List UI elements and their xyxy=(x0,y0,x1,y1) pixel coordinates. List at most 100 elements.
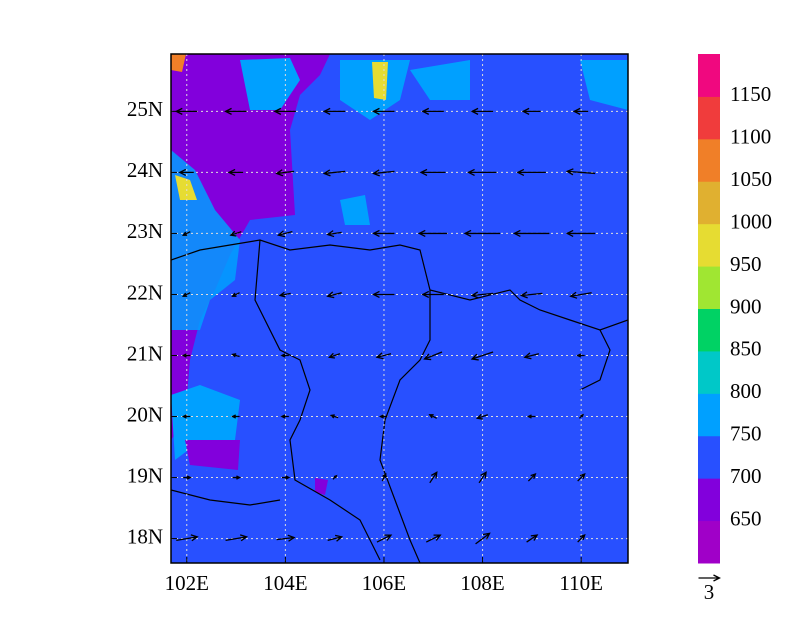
wind-arrow xyxy=(467,168,497,176)
colorbar-segment xyxy=(698,96,720,140)
wind-arrow xyxy=(572,107,589,115)
wind-arrow xyxy=(183,475,192,480)
wind-arrow xyxy=(523,352,540,360)
wind-arrow xyxy=(229,230,242,237)
wind-arrow xyxy=(519,291,543,299)
wind-arrow xyxy=(231,414,240,419)
field-patch xyxy=(410,60,470,100)
wind-arrow xyxy=(376,534,393,543)
wind-arrow xyxy=(178,168,194,176)
colorbar-label: 1150 xyxy=(730,82,771,106)
colorbar-label: 950 xyxy=(730,252,762,276)
reference-arrow xyxy=(698,574,721,582)
wind-arrow xyxy=(577,534,586,543)
colorbar-segment xyxy=(698,266,720,309)
borders xyxy=(171,239,628,563)
colorbar-segment xyxy=(698,435,720,479)
colorbar-label: 1000 xyxy=(730,209,772,233)
wind-arrow xyxy=(577,473,586,482)
colorbar-segment xyxy=(698,308,720,352)
wind-arrow xyxy=(276,230,293,238)
wind-arrow xyxy=(379,414,388,419)
colorbar-label: 1100 xyxy=(730,125,771,149)
x-tick-label: 108E xyxy=(460,571,504,595)
wind-arrow xyxy=(419,168,446,176)
colorbar-segment xyxy=(698,223,720,267)
field-patch xyxy=(372,62,388,100)
colorbar-label: 650 xyxy=(730,506,762,530)
colorbar-segment xyxy=(698,393,720,437)
wind-arrow xyxy=(381,472,387,482)
colorbar-label: 700 xyxy=(730,464,762,488)
colorbar-segment xyxy=(698,138,720,182)
wind-arrow xyxy=(176,534,199,542)
y-tick-label: 23N xyxy=(127,219,163,243)
wind-arrow xyxy=(273,107,296,115)
wind-arrow xyxy=(417,229,448,238)
wind-arrow xyxy=(421,107,444,115)
wind-arrow xyxy=(578,413,584,419)
wind-arrow xyxy=(181,292,191,297)
wind-arrow xyxy=(569,291,592,299)
wind-arrow xyxy=(372,229,395,238)
wind-vectors xyxy=(174,107,596,545)
field-patch xyxy=(185,440,240,470)
wind-arrow xyxy=(372,290,395,299)
field-patch xyxy=(315,478,328,495)
y-tick-label: 24N xyxy=(127,158,163,182)
wind-arrow xyxy=(527,473,537,482)
colorbar-segment xyxy=(698,520,720,564)
wind-arrow xyxy=(322,107,346,115)
wind-arrow xyxy=(181,353,191,358)
wind-arrow xyxy=(470,291,494,299)
plot-frame xyxy=(170,53,629,564)
colorbar-label: 900 xyxy=(730,294,762,318)
wind-arrow xyxy=(181,231,191,236)
colorbar-label: 800 xyxy=(730,379,762,403)
border-line xyxy=(579,329,611,391)
grid xyxy=(171,54,628,563)
wind-arrow xyxy=(478,471,487,484)
y-tick-label: 18N xyxy=(127,524,163,548)
wind-arrow xyxy=(372,169,395,177)
wind-arrow xyxy=(231,353,240,358)
x-tick-label: 104E xyxy=(263,571,307,595)
wind-arrow xyxy=(526,414,536,419)
colorbar-label: 850 xyxy=(730,337,762,361)
field-patch xyxy=(171,54,330,440)
wind-arrow xyxy=(224,107,247,115)
wind-arrow xyxy=(565,229,596,238)
wind-arrow xyxy=(475,532,491,545)
wind-arrow xyxy=(512,229,550,238)
wind-arrow xyxy=(475,413,489,420)
wind-arrow xyxy=(463,229,501,238)
colorbar-segment xyxy=(698,181,720,225)
colorbar-label: 1050 xyxy=(730,167,772,191)
reference-label: 3 xyxy=(704,580,715,604)
wind-arrow xyxy=(423,351,443,361)
wind-arrow xyxy=(278,291,291,298)
y-tick-label: 25N xyxy=(127,97,163,121)
wind-arrow xyxy=(375,352,392,360)
wind-arrow xyxy=(429,471,438,484)
filled-field xyxy=(171,54,628,563)
wind-arrow xyxy=(470,107,494,115)
x-tick-label: 110E xyxy=(559,571,603,595)
y-tick-label: 19N xyxy=(127,463,163,487)
x-tick-label: 102E xyxy=(165,571,209,595)
colorbar-segment xyxy=(698,54,720,97)
y-tick-label: 22N xyxy=(127,280,163,304)
wind-arrow xyxy=(332,474,338,480)
wind-arrow xyxy=(327,534,344,542)
x-tick-label: 106E xyxy=(362,571,406,595)
wind-arrow xyxy=(181,414,191,419)
wind-arrow xyxy=(428,414,438,419)
wind-arrow xyxy=(280,414,289,419)
wind-arrow xyxy=(232,475,242,480)
border-line xyxy=(379,290,431,563)
wind-arrow xyxy=(521,107,541,115)
y-tick-label: 21N xyxy=(127,341,163,365)
wind-arrow xyxy=(328,352,341,359)
colorbar-segment xyxy=(698,350,720,394)
